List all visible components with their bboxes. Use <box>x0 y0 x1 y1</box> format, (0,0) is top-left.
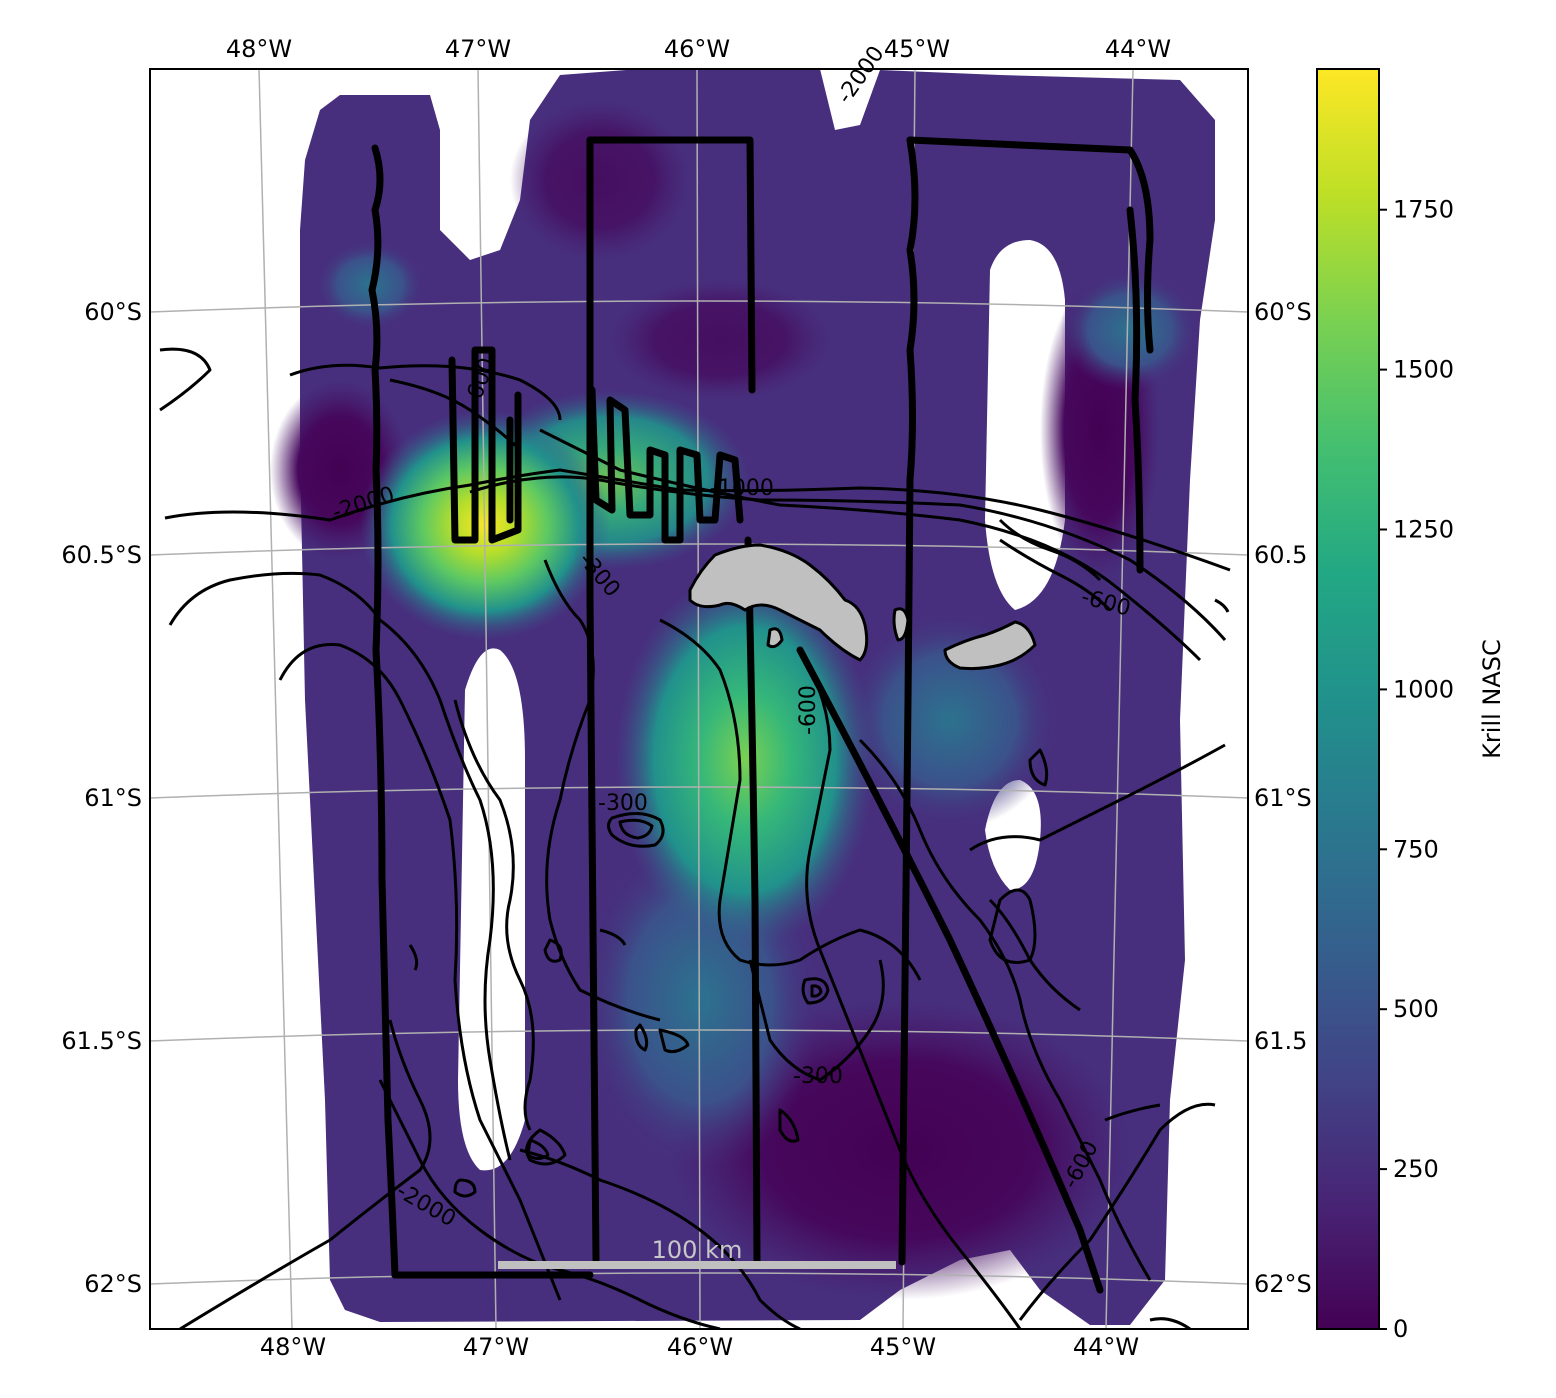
longitude-labels-top: 48°W 47°W 46°W 45°W 44°W <box>226 35 1171 63</box>
lon-label: 45°W <box>884 35 950 63</box>
longitude-labels-bottom: 48°W 47°W 46°W 45°W 44°W <box>260 1333 1139 1361</box>
map-frame <box>149 68 1249 1330</box>
contour-label: -300 <box>598 791 648 816</box>
scale-bar: 100 km <box>498 1236 896 1269</box>
colorbar-tick-label: 250 <box>1393 1155 1439 1183</box>
lat-label: 61.5 <box>1254 1027 1307 1055</box>
lat-label: 60°S <box>1254 298 1312 326</box>
lon-label: 47°W <box>445 35 511 63</box>
mid-density-patch <box>1060 270 1200 390</box>
coronation-island <box>688 543 869 662</box>
lat-label: 60.5°S <box>61 541 142 569</box>
colorbar-ticks: 0 250 500 750 1000 1250 1500 1750 <box>1379 196 1454 1343</box>
colorbar-tick-label: 750 <box>1393 835 1439 863</box>
scale-bar-label: 100 km <box>652 1236 743 1264</box>
lon-label: 44°W <box>1105 35 1171 63</box>
lat-label: 62°S <box>84 1270 142 1298</box>
islet <box>766 627 784 649</box>
lat-label: 61.5°S <box>61 1027 142 1055</box>
lon-label: 44°W <box>1073 1333 1139 1361</box>
map-panel: -2000 -2000 -2000 -1000 -600 -600 -600 -… <box>61 35 1311 1361</box>
colorbar: 0 250 500 750 1000 1250 1500 1750 Krill NASC <box>1316 68 1506 1343</box>
contour-label: -1000 <box>710 476 774 501</box>
powell-island <box>892 607 910 642</box>
low-density-patch <box>610 280 830 400</box>
lon-label: 46°W <box>667 1333 733 1361</box>
latitude-labels-left: 60°S 60.5°S 61°S 61.5°S 62°S <box>61 298 142 1298</box>
colorbar-label: Krill NASC <box>1478 639 1506 759</box>
land-masses <box>688 543 1037 671</box>
colorbar-tick-label: 1250 <box>1393 516 1454 544</box>
colorbar-gradient <box>1316 68 1380 1330</box>
bathymetry-contours <box>159 347 1231 1329</box>
lon-label: 48°W <box>226 35 292 63</box>
lon-label: 47°W <box>463 1333 529 1361</box>
krill-density-field <box>270 69 1215 1325</box>
colorbar-tick-label: 1750 <box>1393 196 1454 224</box>
latitude-labels-right: 60°S 60.5 61°S 61.5 62°S <box>1254 298 1312 1298</box>
colorbar-tick-label: 0 <box>1393 1315 1408 1343</box>
lat-label: 60°S <box>84 298 142 326</box>
contour-label: -300 <box>793 1064 843 1089</box>
lat-label: 61°S <box>1254 784 1312 812</box>
colorbar-tick-label: 500 <box>1393 995 1439 1023</box>
colorbar-tick-label: 1000 <box>1393 675 1454 703</box>
laurie-island <box>943 620 1037 671</box>
lon-label: 46°W <box>664 35 730 63</box>
scale-bar-line <box>498 1261 896 1269</box>
survey-ship-tracks <box>368 136 1154 1294</box>
lat-label: 60.5 <box>1254 541 1307 569</box>
colorbar-tick-label: 1500 <box>1393 356 1454 384</box>
lon-label: 45°W <box>870 1333 936 1361</box>
lat-label: 61°S <box>84 784 142 812</box>
lon-label: 48°W <box>260 1333 326 1361</box>
contour-label: -600 <box>796 685 821 735</box>
low-density-patch <box>510 100 690 260</box>
lat-label: 62°S <box>1254 1270 1312 1298</box>
